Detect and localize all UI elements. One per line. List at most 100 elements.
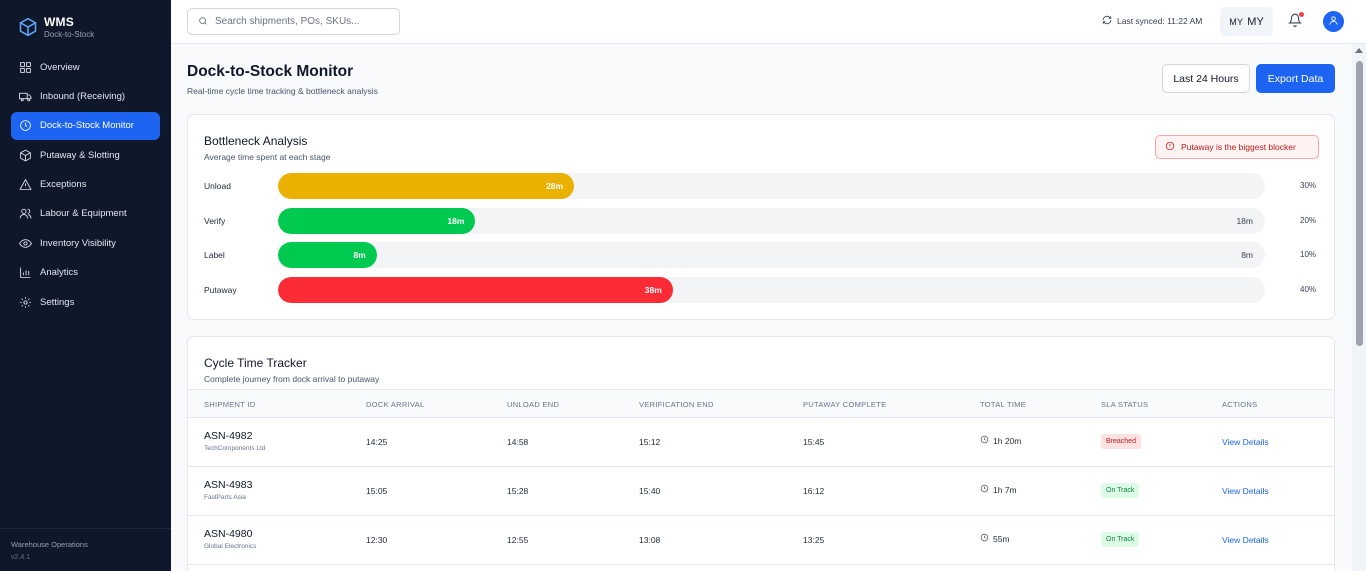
dock-arrival: 14:25 — [366, 437, 388, 447]
sidebar-item-overview[interactable]: Overview — [11, 53, 160, 81]
footer-title: Warehouse Operations — [11, 540, 88, 549]
bottleneck-title: Bottleneck Analysis — [204, 134, 308, 148]
unload-end: 15:28 — [507, 486, 529, 496]
status-badge: On Track — [1101, 532, 1140, 547]
grid-icon — [19, 61, 32, 74]
total-time: 55m — [980, 533, 1010, 544]
stage-row-verify: Verify 18m 18m 20% — [188, 208, 1336, 234]
sidebar-item-label: Settings — [40, 296, 75, 308]
putaway-complete: 16:12 — [803, 486, 825, 496]
sidebar-item-label: Inventory Visibility — [40, 237, 116, 249]
clock-icon — [980, 435, 993, 446]
shipment-id: ASN-4982 — [204, 430, 253, 442]
stage-value: 38m — [644, 285, 662, 295]
tracker-title: Cycle Time Tracker — [204, 356, 307, 370]
stage-value: 28m — [546, 181, 564, 191]
sidebar-item-inventory[interactable]: Inventory Visibility — [11, 229, 160, 257]
sidebar-item-label: Analytics — [40, 267, 79, 279]
clock-icon — [980, 533, 993, 544]
users-icon — [19, 207, 32, 220]
table-row: ASN-4982 TechComponents Ltd 14:25 14:58 … — [188, 418, 1334, 467]
total-time-value: 55m — [993, 533, 1010, 544]
sidebar-item-labour[interactable]: Labour & Equipment — [11, 200, 160, 228]
search-box[interactable] — [187, 8, 400, 35]
view-details-link[interactable]: View Details — [1222, 535, 1269, 545]
eye-icon — [19, 237, 32, 250]
stage-percent: 20% — [1300, 216, 1317, 225]
language-code: MY — [1229, 16, 1244, 27]
search-input[interactable] — [215, 16, 385, 27]
blocker-alert: Putaway is the biggest blocker — [1155, 135, 1319, 159]
column-header: UNLOAD END — [507, 400, 560, 409]
page-subtitle: Real-time cycle time tracking & bottlene… — [187, 86, 378, 96]
stage-row-label: Label 8m 8m 10% — [188, 242, 1336, 268]
sidebar-item-label: Labour & Equipment — [40, 208, 127, 220]
stage-percent: 30% — [1300, 181, 1317, 190]
column-header: DOCK ARRIVAL — [366, 400, 425, 409]
table-header: SHIPMENT ID DOCK ARRIVAL UNLOAD END VERI… — [188, 389, 1334, 418]
sidebar-item-label: Exceptions — [40, 179, 87, 191]
notifications-button[interactable] — [1288, 12, 1304, 29]
stage-value: 18m — [447, 216, 465, 226]
sidebar-footer: Warehouse Operations v2.4.1 — [0, 528, 171, 571]
scroll-up-arrow-icon[interactable] — [1355, 48, 1363, 53]
stage-label: Unload — [204, 181, 231, 191]
truck-icon — [19, 90, 32, 103]
notification-dot — [1299, 12, 1304, 17]
sidebar-item-inbound[interactable]: Inbound (Receiving) — [11, 82, 160, 110]
stage-track: 8m 8m — [278, 242, 1265, 268]
user-avatar[interactable] — [1323, 11, 1344, 32]
sidebar-item-settings[interactable]: Settings — [11, 288, 160, 316]
stage-value: 8m — [353, 250, 366, 260]
view-details-link[interactable]: View Details — [1222, 486, 1269, 496]
sidebar-item-analytics[interactable]: Analytics — [11, 259, 160, 287]
alert-triangle-icon — [19, 178, 32, 191]
cube-logo-icon — [18, 17, 38, 37]
footer-version: v2.4.1 — [11, 554, 31, 561]
unload-end: 14:58 — [507, 437, 529, 447]
status-badge: On Track — [1101, 483, 1140, 498]
shipment-id: ASN-4983 — [204, 479, 253, 491]
sidebar-item-dock-to-stock[interactable]: Dock-to-Stock Monitor — [11, 111, 160, 140]
sidebar-item-exceptions[interactable]: Exceptions — [11, 171, 160, 199]
stage-track: 38m — [278, 277, 1265, 303]
stage-bar-fill: 18m — [278, 208, 476, 234]
clock-icon — [980, 484, 993, 495]
language-switcher[interactable]: MY MY — [1220, 7, 1273, 36]
blocker-alert-text: Putaway is the biggest blocker — [1181, 142, 1296, 152]
bottleneck-subtitle: Average time spent at each stage — [204, 152, 331, 162]
stage-track: 28m — [278, 173, 1265, 199]
stage-end-value: 8m — [1241, 250, 1253, 260]
column-header: SHIPMENT ID — [204, 400, 256, 409]
last-synced-text: Last synced: 11:22 AM — [1117, 16, 1203, 26]
putaway-complete: 13:25 — [803, 535, 825, 545]
brand[interactable]: WMS Dock-to-Stock — [0, 0, 171, 44]
column-header: VERIFICATION END — [639, 400, 714, 409]
main-content: Dock-to-Stock Monitor Real-time cycle ti… — [171, 44, 1352, 571]
time-range-button[interactable]: Last 24 Hours — [1162, 64, 1250, 93]
gear-icon — [19, 296, 32, 309]
stage-bar-fill: 28m — [278, 173, 575, 199]
box-icon — [19, 149, 32, 162]
total-time: 1h 20m — [980, 435, 1021, 446]
column-header: PUTAWAY COMPLETE — [803, 400, 887, 409]
sync-status: Last synced: 11:22 AM — [1102, 15, 1202, 27]
stage-bar-fill: 8m — [278, 242, 377, 268]
export-data-button[interactable]: Export Data — [1256, 64, 1335, 93]
verification-end: 15:40 — [639, 486, 661, 496]
scrollbar-thumb[interactable] — [1356, 61, 1363, 346]
cycle-time-card: Cycle Time Tracker Complete journey from… — [187, 336, 1335, 571]
stage-percent: 40% — [1300, 285, 1317, 294]
column-header: TOTAL TIME — [980, 400, 1027, 409]
clock-icon — [19, 119, 32, 132]
view-details-link[interactable]: View Details — [1222, 437, 1269, 447]
search-icon — [198, 13, 215, 31]
sidebar: WMS Dock-to-Stock Overview Inbound (Rece… — [0, 0, 171, 571]
user-icon — [1328, 13, 1339, 31]
sidebar-item-putaway[interactable]: Putaway & Slotting — [11, 141, 160, 169]
sidebar-nav: Overview Inbound (Receiving) Dock-to-Sto… — [0, 53, 171, 316]
page-title: Dock-to-Stock Monitor — [187, 63, 354, 80]
column-header: SLA STATUS — [1101, 400, 1149, 409]
page-scrollbar[interactable] — [1352, 44, 1366, 571]
refresh-icon[interactable] — [1102, 15, 1117, 27]
